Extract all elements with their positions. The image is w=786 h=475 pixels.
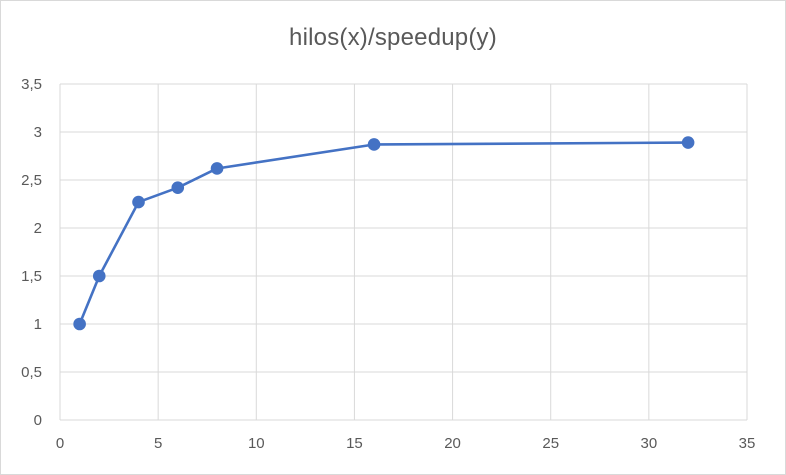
data-point <box>367 138 381 151</box>
chart-title: hilos(x)/speedup(y) <box>289 24 497 51</box>
data-point <box>171 181 185 194</box>
y-tick-label: 1,5 <box>21 268 42 285</box>
x-tick-label: 5 <box>154 435 162 452</box>
data-point <box>132 195 145 209</box>
x-tick-label: 0 <box>56 435 64 452</box>
data-point <box>73 317 86 331</box>
y-tick-label: 1 <box>34 316 42 333</box>
x-tick-label: 15 <box>346 435 363 452</box>
x-tick-label: 10 <box>248 435 265 452</box>
x-tick-label: 25 <box>542 435 559 452</box>
series-line <box>78 141 690 326</box>
data-point <box>681 136 695 149</box>
y-tick-label: 3 <box>34 124 42 141</box>
y-tick-label: 0,5 <box>21 364 42 381</box>
data-point <box>210 162 224 175</box>
y-tick-label: 2 <box>34 220 42 237</box>
y-tick-label: 2,5 <box>21 172 42 189</box>
y-tick-label: 0 <box>34 412 42 429</box>
x-tick-label: 20 <box>444 435 461 452</box>
x-tick-label: 35 <box>739 435 756 452</box>
x-tick-label: 30 <box>641 435 658 452</box>
data-point <box>92 269 106 283</box>
y-tick-label: 3,5 <box>21 76 42 93</box>
